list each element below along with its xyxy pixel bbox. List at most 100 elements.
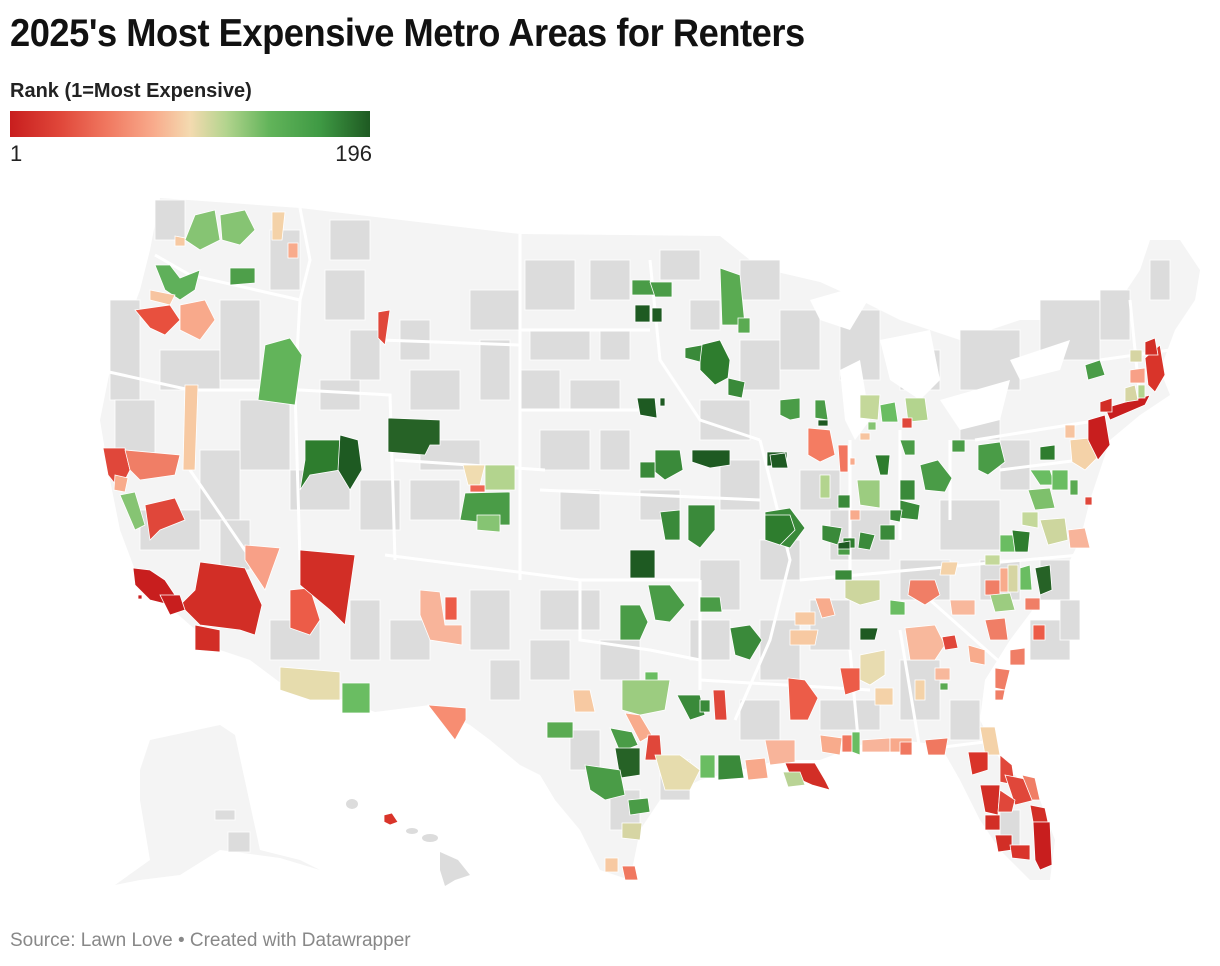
metro-salisbury xyxy=(1084,496,1093,506)
metro-dothan xyxy=(899,741,913,756)
metro-louisville xyxy=(857,531,876,551)
metro-gainesville xyxy=(967,751,989,776)
legend-max-label: 196 xyxy=(335,141,372,166)
metro-tucson xyxy=(279,666,341,701)
metro-pittsburgh xyxy=(977,441,1006,476)
metro-casper xyxy=(387,417,441,456)
ranked-metros xyxy=(102,209,1166,881)
metro-victoria xyxy=(627,797,651,816)
metro-mcallen xyxy=(604,857,619,873)
metro-amarillo xyxy=(572,689,596,713)
metro-chattanooga xyxy=(889,599,906,616)
metro-naples xyxy=(1009,844,1031,861)
metro-provo xyxy=(337,434,363,491)
metro-clarksville xyxy=(834,569,853,581)
metro-virginia-beach xyxy=(1067,527,1091,549)
metro-erie xyxy=(1084,359,1106,381)
metro-catalina xyxy=(137,594,143,600)
metro-pensacola xyxy=(861,737,891,753)
metro-terre-haute xyxy=(837,494,851,509)
metro-macon xyxy=(934,667,951,681)
metro-chicago xyxy=(807,427,836,463)
metro-coeur-dalene xyxy=(287,242,299,259)
metro-houston xyxy=(654,754,701,791)
metro-lexington xyxy=(879,524,896,541)
metro-memphis-south xyxy=(789,629,819,646)
metro-spokane xyxy=(271,211,286,241)
metro-brownsville xyxy=(621,865,639,881)
metro-knoxville-north xyxy=(939,561,959,576)
metro-moorhead xyxy=(651,307,663,323)
metro-dallas xyxy=(621,679,671,716)
metro-lubbock xyxy=(546,721,574,739)
metro-miami xyxy=(1032,821,1053,871)
metro-beaumont xyxy=(699,754,716,779)
metro-des-moines xyxy=(691,449,731,469)
metro-carbondale xyxy=(837,540,851,550)
metro-kansas-city xyxy=(687,504,716,549)
metro-charlotte xyxy=(984,579,1001,596)
metro-new-york xyxy=(1087,414,1111,461)
metro-warner-robins xyxy=(939,682,949,691)
metro-washington-dc xyxy=(1027,487,1056,511)
metro-lafayette xyxy=(744,757,769,781)
metro-greeley xyxy=(484,464,516,491)
metro-houma xyxy=(782,771,806,788)
metro-lansing xyxy=(879,401,899,423)
metro-santa-fe xyxy=(419,589,463,646)
metro-mobile-bay xyxy=(851,731,861,756)
metro-lynchburg xyxy=(1011,529,1031,553)
metro-peoria xyxy=(819,474,831,499)
metro-santa-barbara xyxy=(159,594,186,616)
metro-fresno xyxy=(144,497,186,541)
metro-texarkana-west xyxy=(699,699,711,713)
metro-lakeland xyxy=(997,789,1016,813)
metro-santa-cruz xyxy=(113,474,129,493)
metro-rochester xyxy=(727,377,746,399)
metro-myrtle-beach xyxy=(1009,647,1026,666)
metro-boulder xyxy=(469,484,486,493)
metro-shreveport xyxy=(712,689,728,721)
metro-ann-arbor xyxy=(901,417,913,429)
metro-salinas xyxy=(119,491,146,531)
metro-athens xyxy=(941,634,959,651)
metro-las-vegas xyxy=(244,544,281,591)
metro-wichita-west xyxy=(659,509,681,541)
metro-columbus-oh xyxy=(919,459,953,493)
metro-reno xyxy=(182,384,199,471)
metro-port-st-lucie xyxy=(1029,804,1049,823)
metro-bloomington xyxy=(849,509,861,521)
metro-honolulu xyxy=(383,812,399,826)
metro-omaha-west xyxy=(639,461,656,479)
metro-knoxville xyxy=(907,579,941,606)
metro-waco xyxy=(614,747,641,779)
metro-toledo xyxy=(899,439,916,456)
metro-rockford xyxy=(817,419,829,427)
metro-muncie xyxy=(899,479,916,501)
metro-killeen xyxy=(609,727,639,753)
metro-tuscaloosa xyxy=(839,667,861,696)
legend-labels: 1 196 xyxy=(10,141,372,167)
metro-columbus-ga xyxy=(914,679,926,701)
metro-sacramento xyxy=(124,449,181,481)
metro-fargo xyxy=(634,304,651,323)
metro-charlottesville xyxy=(1021,511,1039,529)
metro-tacoma xyxy=(174,235,186,247)
us-metro-map xyxy=(99,198,1200,886)
metro-cleveland xyxy=(951,439,966,453)
metro-birmingham xyxy=(859,649,886,686)
metro-seattle xyxy=(184,209,221,251)
great-lakes xyxy=(810,280,1070,440)
metro-quad-cities xyxy=(769,452,789,469)
metro-boston xyxy=(1144,344,1166,393)
metro-sioux-falls xyxy=(636,397,658,419)
metro-riverside xyxy=(179,561,263,636)
metro-albuquerque xyxy=(444,596,458,621)
hawaii-islands xyxy=(346,799,470,886)
legend-gradient-bar xyxy=(10,111,370,137)
alaska-land xyxy=(115,725,320,885)
metro-raleigh xyxy=(1034,564,1053,596)
metro-allentown xyxy=(1064,424,1076,439)
metro-harrisburg xyxy=(1051,469,1069,491)
metro-san-diego xyxy=(194,624,221,653)
